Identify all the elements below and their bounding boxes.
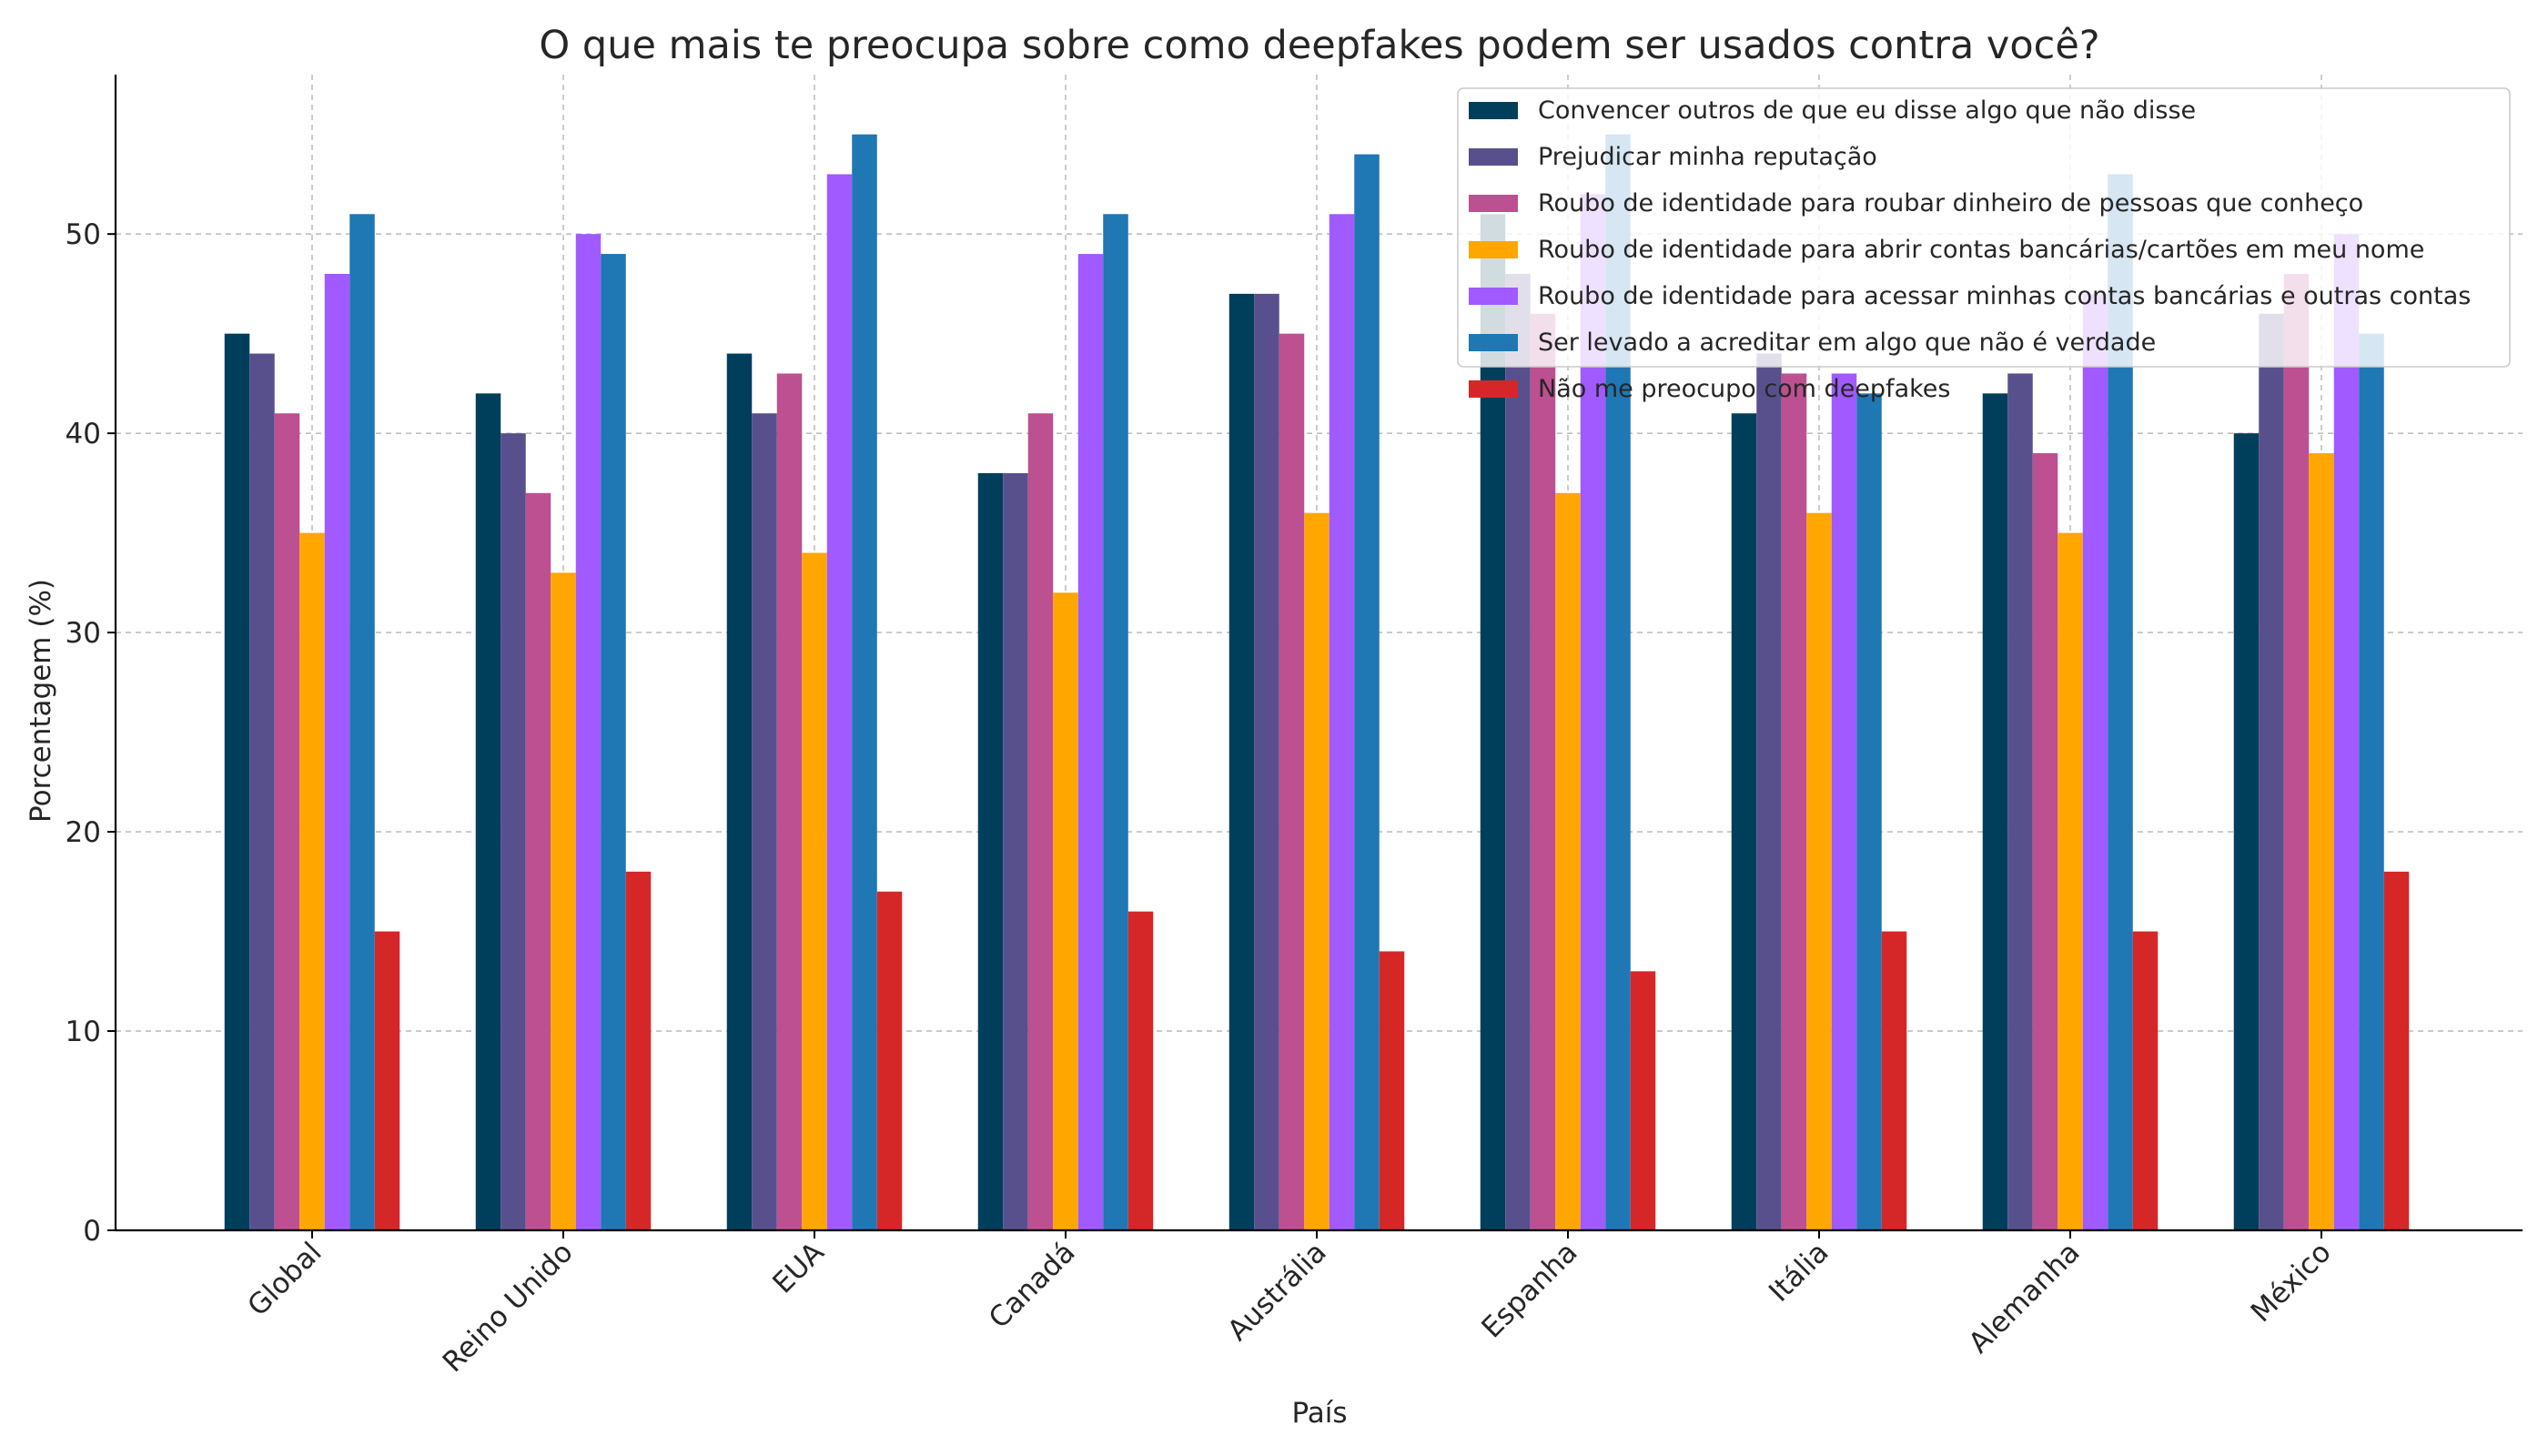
bar <box>1379 951 1405 1230</box>
bar <box>2359 333 2384 1231</box>
bar <box>249 353 275 1230</box>
bar <box>802 552 827 1230</box>
chart-title: O que mais te preocupa sobre como deepfa… <box>539 23 2099 68</box>
legend-swatch <box>1469 334 1518 351</box>
y-axis-label: Porcentagem (%) <box>25 579 57 823</box>
bar <box>1630 971 1656 1230</box>
y-tick-label: 50 <box>66 218 101 251</box>
bar <box>575 234 602 1231</box>
legend-label: Roubo de identidade para abrir contas ba… <box>1538 236 2424 264</box>
x-axis-label: País <box>1291 1397 1347 1430</box>
bar <box>752 413 777 1230</box>
legend-swatch <box>1469 380 1518 398</box>
bar <box>1530 313 1556 1230</box>
bar <box>2132 931 2159 1230</box>
bar <box>1003 472 1028 1230</box>
bar <box>475 393 501 1230</box>
bar <box>2058 532 2083 1230</box>
bar <box>1077 254 1104 1230</box>
bar <box>2283 273 2310 1230</box>
bar <box>726 353 753 1230</box>
bar <box>2233 433 2260 1230</box>
legend-label: Roubo de identidade para roubar dinheiro… <box>1538 189 2363 217</box>
bar <box>776 373 803 1231</box>
bar <box>601 254 626 1230</box>
bar <box>1756 353 1782 1230</box>
bar <box>1103 214 1128 1230</box>
bar <box>2032 453 2058 1230</box>
y-tick-label: 10 <box>66 1016 101 1048</box>
bar <box>1127 911 1154 1230</box>
bar <box>1354 154 1380 1231</box>
legend-label: Convencer outros de que eu disse algo qu… <box>1538 96 2196 125</box>
bar <box>1027 413 1054 1230</box>
bar <box>2082 293 2108 1230</box>
bar <box>224 333 250 1231</box>
y-tick-label: 40 <box>66 418 101 450</box>
bar <box>2333 234 2360 1231</box>
legend-swatch <box>1469 102 1518 119</box>
bar <box>525 492 551 1230</box>
bar <box>299 532 325 1230</box>
bar <box>2007 373 2033 1231</box>
y-tick-label: 30 <box>66 617 101 650</box>
bar <box>349 214 375 1230</box>
bar <box>1856 393 1882 1230</box>
bar <box>826 174 853 1230</box>
bar <box>1781 373 1807 1231</box>
bar <box>977 472 1004 1230</box>
bar <box>876 891 903 1230</box>
legend-label: Ser levado a acreditar em algo que não é… <box>1538 329 2156 357</box>
y-tick-label: 20 <box>66 816 101 849</box>
legend-label: Roubo de identidade para acessar minhas … <box>1538 282 2471 310</box>
bar <box>2259 313 2284 1230</box>
bar <box>1053 592 1078 1230</box>
legend-swatch <box>1469 195 1518 212</box>
bar <box>2309 453 2334 1230</box>
legend-box <box>1457 87 2511 368</box>
bar <box>1731 413 1757 1230</box>
legend-swatch <box>1469 288 1518 305</box>
bar <box>1254 293 1279 1230</box>
legend-swatch <box>1469 148 1518 166</box>
bar <box>274 413 300 1230</box>
bar <box>1329 214 1355 1230</box>
bars <box>224 134 2410 1231</box>
bar <box>1982 393 2008 1230</box>
bar <box>1228 293 1255 1230</box>
bar <box>1304 512 1330 1230</box>
bar <box>2383 871 2410 1230</box>
bar <box>852 134 877 1230</box>
bar <box>374 931 400 1230</box>
y-tick-label: 0 <box>83 1215 101 1248</box>
axes <box>107 75 2523 1239</box>
bar <box>625 871 652 1230</box>
bar <box>1555 492 1581 1230</box>
bar <box>1505 273 1531 1230</box>
bar <box>1806 512 1832 1230</box>
bar <box>551 572 576 1230</box>
bar <box>1279 333 1305 1231</box>
bar <box>324 273 350 1230</box>
bar <box>500 433 526 1230</box>
legend-label: Prejudicar minha reputação <box>1538 143 1877 171</box>
bar <box>1881 931 1907 1230</box>
legend-swatch <box>1469 241 1518 258</box>
legend: Convencer outros de que eu disse algo qu… <box>1457 87 2511 403</box>
bar <box>1831 373 1857 1231</box>
legend-label: Não me preocupo com deepfakes <box>1538 375 1950 403</box>
